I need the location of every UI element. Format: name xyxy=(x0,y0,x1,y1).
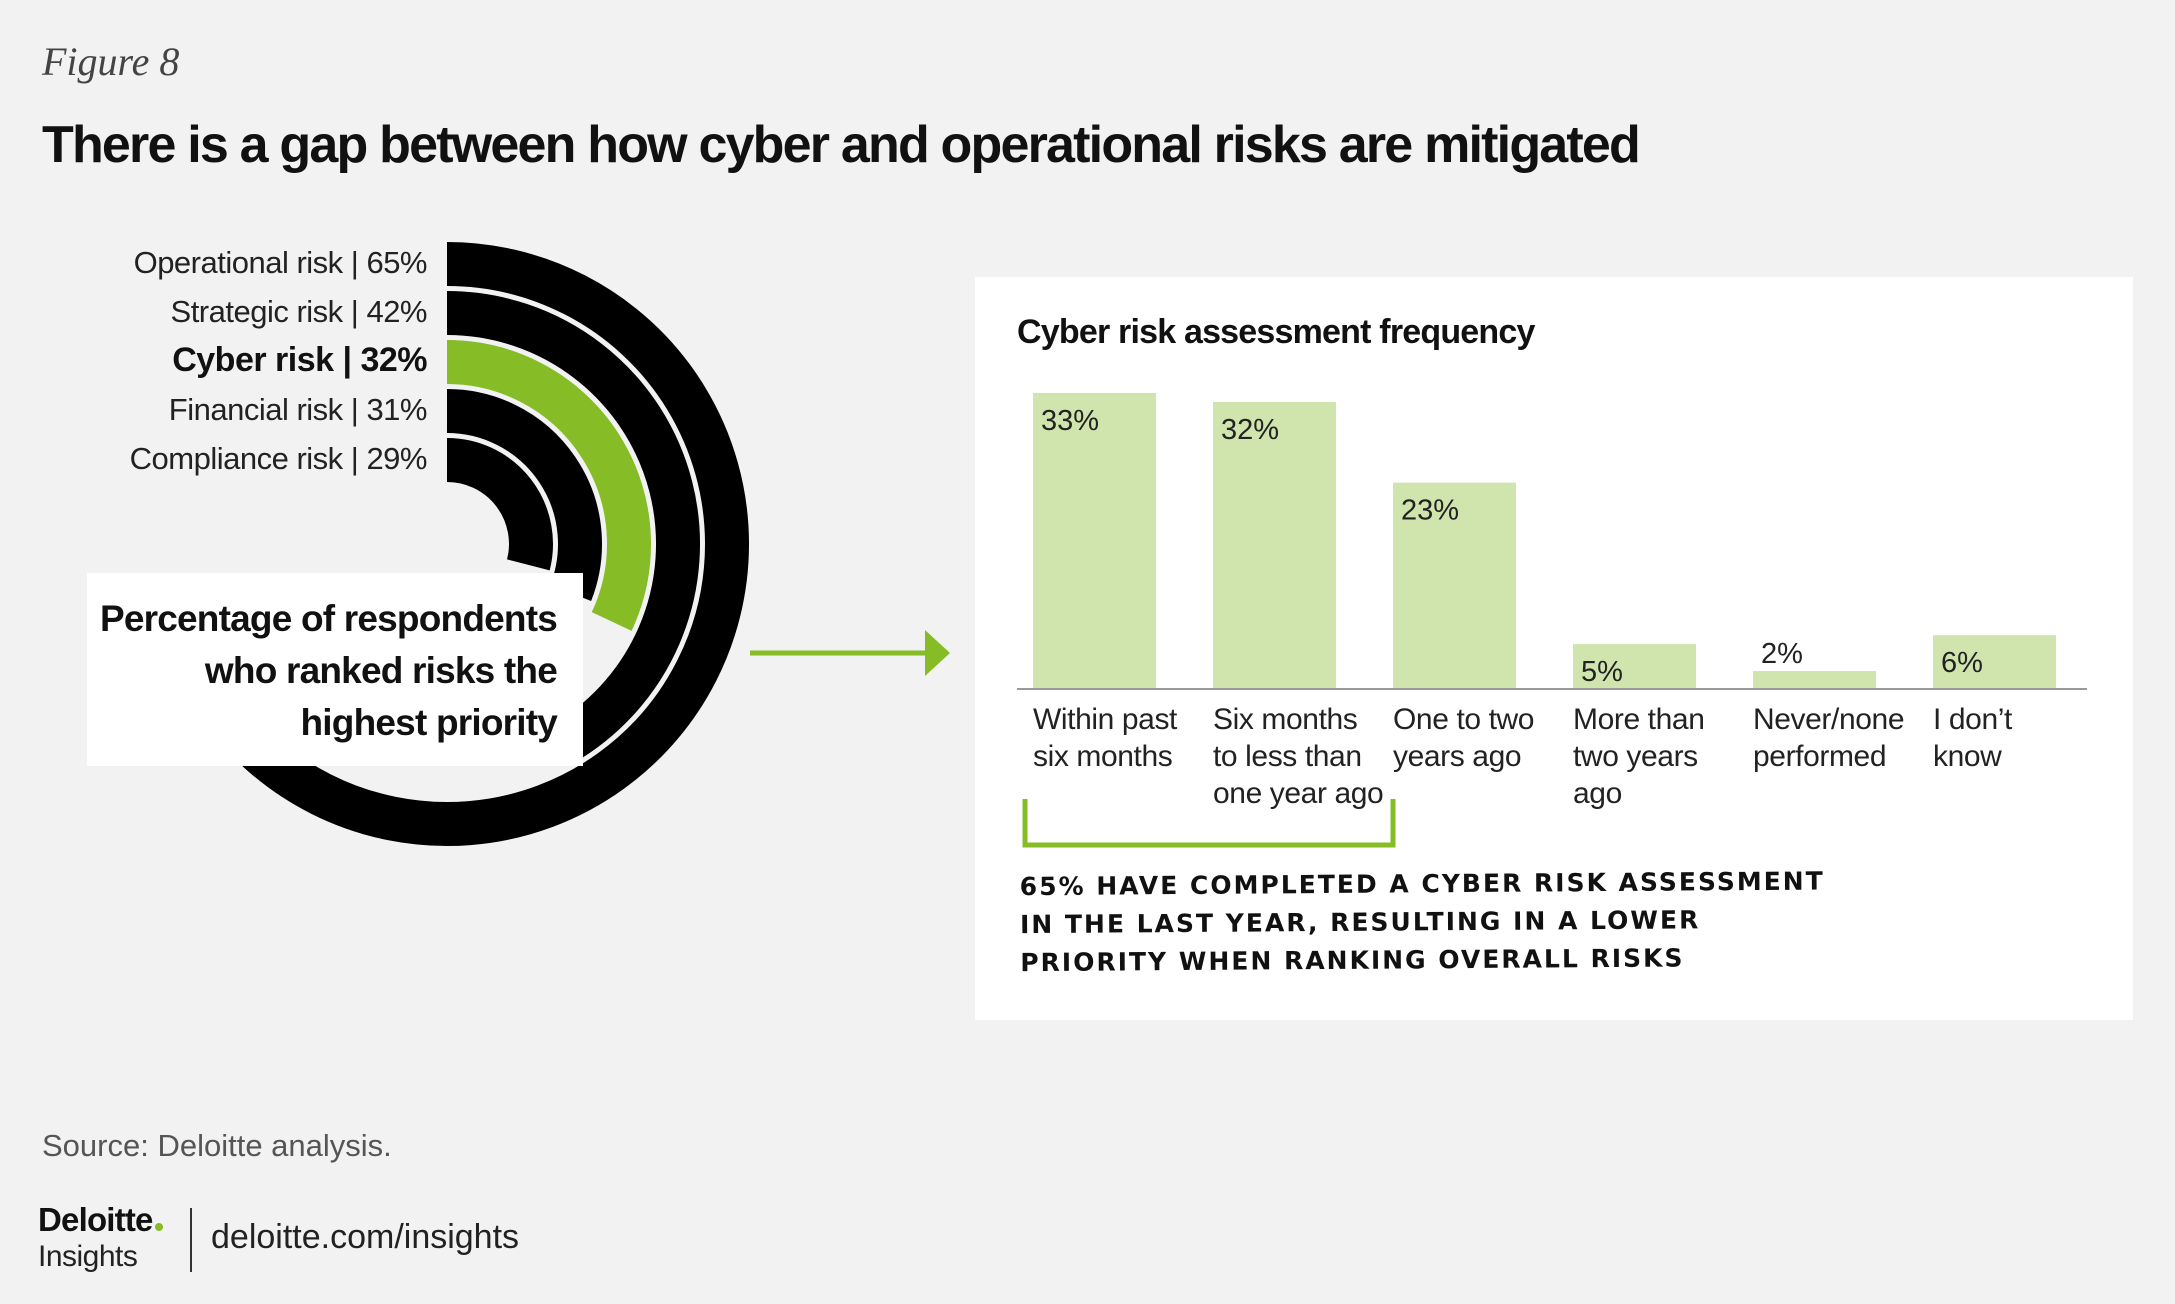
bar xyxy=(1393,482,1516,689)
deloitte-logo: Deloitte Insights xyxy=(38,1203,163,1273)
radial-arc-label: Compliance risk | 29% xyxy=(129,441,428,476)
annotation-line: in the last year, resulting in a lower xyxy=(1019,905,1701,940)
radial-arc xyxy=(446,389,602,602)
category-label-line: years ago xyxy=(1393,740,1522,773)
logo-dot-icon xyxy=(154,1223,163,1231)
bar-value-label: 23% xyxy=(1401,495,1459,527)
source-note: Source: Deloitte analysis. xyxy=(42,1128,392,1163)
radial-arc-label: Strategic risk | 42% xyxy=(170,294,428,329)
figure-title: There is a gap between how cyber and ope… xyxy=(42,116,1641,174)
category-label-line: one year ago xyxy=(1213,777,1384,810)
bar xyxy=(1933,635,2056,689)
caption-line: highest priority xyxy=(300,702,558,743)
caption-box: Percentage of respondents who ranked ris… xyxy=(87,573,583,766)
category-label-line: Six months xyxy=(1213,703,1358,736)
bar xyxy=(1573,644,1696,689)
category-label: One to two years ago xyxy=(1393,701,1568,775)
bar-chart: 33% 32% 23% 5% 2% 6% xyxy=(1017,393,2087,848)
category-label-line: six months xyxy=(1033,740,1173,773)
bar xyxy=(1753,671,1876,689)
category-label: More than two years ago xyxy=(1573,701,1748,812)
caption-line: Percentage of respondents xyxy=(99,598,558,639)
bar-value-label: 2% xyxy=(1761,638,1803,670)
radial-arc-label: Operational risk | 65% xyxy=(133,245,428,280)
category-label-line: two years xyxy=(1573,740,1698,773)
category-label: I don’t know xyxy=(1933,701,2108,775)
figure-label: Figure 8 xyxy=(42,39,180,84)
annotation-line: priority when ranking overall risks xyxy=(1020,943,1685,978)
logo-main: Deloitte xyxy=(38,1201,153,1238)
radial-arc xyxy=(446,291,700,766)
bar xyxy=(1033,393,1156,689)
caption-line: who ranked risks the xyxy=(204,650,558,691)
radial-arc xyxy=(202,242,749,846)
bar-chart-title: Cyber risk assessment frequency xyxy=(1017,313,1535,351)
bracket xyxy=(1022,799,1396,848)
logo-divider xyxy=(190,1208,192,1272)
pointer-arrowhead xyxy=(925,630,950,676)
bar-value-label: 32% xyxy=(1221,414,1279,446)
annotation: 65% have completed a cyber risk assessme… xyxy=(1020,862,1921,982)
radial-arc-label: Financial risk | 31% xyxy=(168,392,428,427)
category-label: Within past six months xyxy=(1033,701,1208,775)
logo-sub: Insights xyxy=(38,1240,138,1273)
radial-arc-label: Cyber risk | 32% xyxy=(172,341,427,379)
bar-value-label: 33% xyxy=(1041,405,1099,437)
category-label-line: One to two xyxy=(1393,703,1535,736)
category-label-line: Within past xyxy=(1033,703,1177,736)
annotation-line: 65% have completed a cyber risk assessme… xyxy=(1019,866,1825,902)
category-label-line: know xyxy=(1933,740,2002,773)
category-label-line: ago xyxy=(1573,777,1622,810)
caption-text: Percentage of respondents who ranked ris… xyxy=(87,593,558,749)
category-label: Six months to less than one year ago xyxy=(1213,701,1388,812)
category-label-line: performed xyxy=(1753,740,1887,773)
site-url[interactable]: deloitte.com/insights xyxy=(211,1218,520,1256)
category-label-line: to less than xyxy=(1213,740,1362,773)
bar-chart-panel: Cyber risk assessment frequency 33% 32% 23… xyxy=(975,277,2133,1020)
bar-value-label: 5% xyxy=(1581,656,1623,688)
radial-arc xyxy=(446,438,553,571)
bar-value-label: 6% xyxy=(1941,647,1983,679)
bar xyxy=(1213,401,1336,689)
category-label-line: I don’t xyxy=(1933,703,2012,736)
category-label: Never/none performed xyxy=(1753,701,1928,775)
radial-arc xyxy=(446,340,651,631)
category-label-line: Never/none xyxy=(1753,703,1905,736)
category-label-line: More than xyxy=(1573,703,1705,736)
